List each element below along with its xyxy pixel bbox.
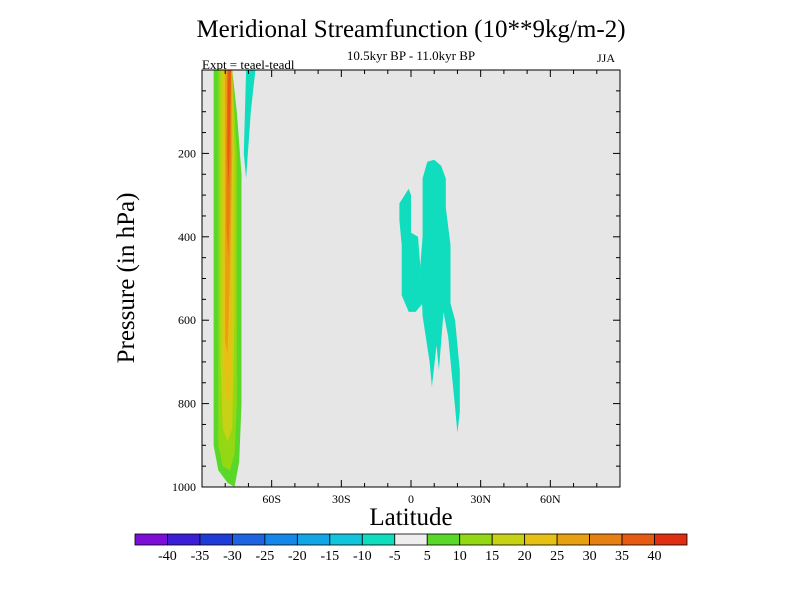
colorbar-box xyxy=(394,533,428,546)
colorbar-label: -20 xyxy=(288,549,307,564)
contour-region-positive-35 xyxy=(227,70,231,187)
experiment-label: Expt = teael-teadl xyxy=(202,57,295,72)
colorbar-label: 10 xyxy=(453,549,467,564)
colorbar-label: -25 xyxy=(256,549,275,564)
plot-frame xyxy=(201,69,621,488)
colorbar-label: 30 xyxy=(583,549,597,564)
colorbar-label: -30 xyxy=(223,549,242,564)
colorbar-box xyxy=(556,533,590,546)
colorbar-box xyxy=(524,533,558,546)
colorbar-box xyxy=(199,533,233,546)
colorbar: -40 -35 -30 -25 -20 -15 -10 -5 5 10 15 20 25 30 35 40 xyxy=(134,533,688,564)
chart-title: Meridional Streamfunction (10**9kg/m-2) xyxy=(196,16,626,43)
x-axis-label: Latitude xyxy=(369,504,453,531)
colorbar-box xyxy=(426,533,461,546)
x-tick-label: 0 xyxy=(408,492,414,506)
colorbar-label: -35 xyxy=(191,549,210,564)
axis-ticks: 60S 30S 0 30N 60N 200 400 600 800 1000 xyxy=(172,70,620,506)
colorbar-label: 40 xyxy=(648,549,662,564)
colorbar-box xyxy=(296,533,331,546)
colorbar-box xyxy=(329,533,363,546)
y-tick-label: 600 xyxy=(178,313,196,327)
y-tick-label: 400 xyxy=(178,230,196,244)
colorbar-box xyxy=(621,533,655,546)
colorbar-box xyxy=(654,533,688,546)
colorbar-label: 5 xyxy=(424,549,431,564)
colorbar-label: 20 xyxy=(518,549,532,564)
colorbar-box xyxy=(134,533,168,546)
x-tick-label: 30N xyxy=(470,492,491,506)
y-tick-label: 200 xyxy=(178,146,196,160)
colorbar-box xyxy=(491,533,526,546)
colorbar-label: -5 xyxy=(389,549,401,564)
x-tick-label: 60S xyxy=(262,492,281,506)
colorbar-label: 35 xyxy=(615,549,629,564)
colorbar-box xyxy=(589,533,623,546)
contour-regions xyxy=(213,70,460,487)
y-tick-label: 800 xyxy=(178,397,196,411)
colorbar-label: 15 xyxy=(485,549,499,564)
colorbar-box xyxy=(361,533,396,546)
x-tick-label: 30S xyxy=(332,492,351,506)
y-tick-label: 1000 xyxy=(172,480,196,494)
colorbar-box xyxy=(459,533,493,546)
colorbar-label: 25 xyxy=(550,549,564,564)
season-label: JJA xyxy=(597,51,616,65)
colorbar-label: -40 xyxy=(158,549,177,564)
colorbar-label: -10 xyxy=(353,549,372,564)
contour-region-negative-5-east xyxy=(420,159,460,433)
colorbar-box xyxy=(264,533,298,546)
colorbar-box xyxy=(232,533,266,546)
colorbar-box xyxy=(167,533,201,546)
contour-region-negative-5-west xyxy=(399,188,423,312)
x-tick-label: 60N xyxy=(540,492,561,506)
contour-region-negative-5-highlat xyxy=(243,70,256,179)
colorbar-label: -15 xyxy=(320,549,339,564)
chart-subtitle: 10.5kyr BP - 11.0kyr BP xyxy=(346,48,476,63)
